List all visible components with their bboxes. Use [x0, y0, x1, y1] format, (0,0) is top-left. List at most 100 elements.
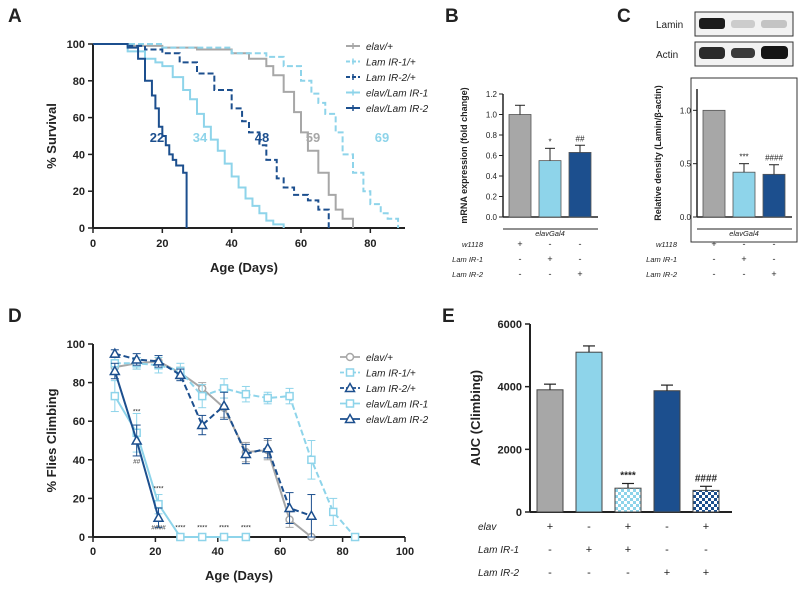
x-tick-label: 0 [90, 238, 96, 250]
data-point [307, 455, 316, 465]
bar-2 [762, 173, 786, 218]
mrna-expression-chart: 0.0 0.2 0.4 0.6 0.8 1.0 1.2 * ## elavGal4 w1118 + - -… [452, 87, 598, 279]
lamin-band-2 [731, 20, 755, 28]
legend-entry: Lam IR-1/+ [366, 58, 416, 69]
genotype-symbol: - [549, 239, 552, 249]
y-tick-label: 1.0 [680, 106, 692, 115]
genotype-symbol: - [743, 239, 746, 249]
data-point [174, 368, 187, 380]
y-tick-label: 0 [79, 223, 85, 235]
genotype-symbol: - [548, 567, 552, 579]
panel-label-e: E [442, 306, 455, 327]
group-label: elavGal4 [729, 229, 759, 238]
y-axis-title: % Survival [44, 103, 59, 169]
significance-label: ## [133, 459, 141, 466]
genotype-row-label: w1118 [656, 240, 678, 249]
median-survival-label: 48 [255, 130, 269, 145]
significance-label: *** [133, 408, 141, 415]
legend-marker [344, 381, 356, 393]
y-tick-label: 4000 [498, 382, 522, 394]
y-tick-label: 80 [73, 76, 85, 88]
genotype-symbol: - [665, 544, 669, 556]
legend-marker [345, 352, 355, 362]
genotype-row-label: Lam IR-2 [478, 568, 520, 579]
genotype-symbol: - [626, 567, 630, 579]
bar-1 [575, 351, 603, 513]
genotype-row-label: Lam IR-1 [452, 255, 483, 264]
panel-label-b: B [445, 6, 459, 27]
y-tick-label: 1.0 [486, 111, 498, 120]
legend-entry: Lam IR-2/+ [366, 384, 416, 395]
genotype-symbol: + [577, 269, 582, 279]
genotype-symbol: + [547, 254, 552, 264]
y-tick-label: 1.2 [486, 90, 498, 99]
climbing-chart: 0 20 40 60 80 100 0 20 40 60 80 100 Age (Days) % Flie… [44, 339, 429, 583]
legend-entry: elav/Lam IR-1 [366, 89, 428, 100]
survival-line-0 [93, 43, 354, 228]
genotype-symbol: - [587, 567, 591, 579]
survival-line-2 [93, 43, 330, 228]
data-point [197, 391, 207, 401]
survival-line-4 [93, 43, 188, 228]
y-tick-label: 0 [516, 507, 522, 519]
auc-climbing-chart: 0 2000 4000 6000 AUC (Climbing) **** #### elav +… [468, 319, 732, 579]
x-axis-title: Age (Days) [205, 568, 273, 583]
genotype-row-label: Lam IR-2 [646, 270, 678, 279]
genotype-row-label: Lam IR-1 [646, 255, 677, 264]
x-tick-label: 0 [90, 546, 96, 558]
data-point [261, 442, 274, 453]
y-tick-label: 100 [67, 39, 85, 51]
data-point [110, 391, 120, 401]
genotype-symbol: - [548, 544, 552, 556]
x-tick-label: 20 [149, 546, 161, 558]
panel-label-a: A [8, 6, 22, 27]
significance-label: **** [219, 524, 230, 531]
legend-marker [345, 399, 355, 408]
survival-line-1 [93, 43, 400, 228]
data-point [241, 532, 251, 542]
genotype-symbol: + [741, 254, 746, 264]
data-point [109, 364, 121, 376]
x-tick-label: 40 [226, 238, 238, 250]
legend-entry: elav/Lam IR-2 [366, 104, 429, 115]
relative-density-chart: 0.0 0.5 1.0 *** #### elavGal4 w1118 + - - Lam IR-1… [646, 11, 798, 279]
data-point [285, 391, 294, 401]
lamin-band-1 [699, 18, 725, 29]
y-axis-title: % Flies Climbing [44, 388, 59, 492]
data-point [218, 399, 230, 411]
blot-label: Actin [656, 50, 678, 61]
significance-label: #### [695, 473, 718, 484]
y-tick-label: 60 [73, 416, 85, 428]
data-point [130, 434, 143, 445]
data-point [240, 447, 252, 459]
x-tick-label: 60 [295, 238, 307, 250]
data-point [152, 355, 165, 366]
bar-4 [692, 489, 720, 513]
y-tick-label: 100 [67, 339, 85, 351]
survival-line-3 [93, 43, 285, 228]
genotype-row-label: elav [478, 522, 497, 533]
y-tick-label: 20 [73, 493, 85, 505]
data-point [241, 389, 251, 399]
blot-label: Lamin [656, 20, 683, 31]
data-point [328, 507, 338, 517]
actin-band-3 [761, 46, 788, 59]
legend-entry: Lam IR-2/+ [366, 73, 416, 84]
significance-label: *** [739, 153, 748, 162]
significance-label: **** [197, 524, 208, 531]
genotype-symbol: + [517, 239, 522, 249]
data-point [196, 419, 208, 430]
legend-entry: elav/+ [366, 353, 393, 364]
genotype-symbol: + [771, 269, 776, 279]
genotype-symbol: - [713, 254, 716, 264]
genotype-symbol: + [711, 239, 716, 249]
genotype-symbol: - [773, 254, 776, 264]
data-point [219, 384, 229, 393]
data-point [263, 393, 272, 403]
climbing-line-0 [114, 360, 313, 538]
genotype-symbol: - [579, 239, 582, 249]
data-point [219, 532, 229, 542]
median-survival-label: 69 [375, 130, 389, 145]
significance-label: **** [175, 524, 186, 531]
